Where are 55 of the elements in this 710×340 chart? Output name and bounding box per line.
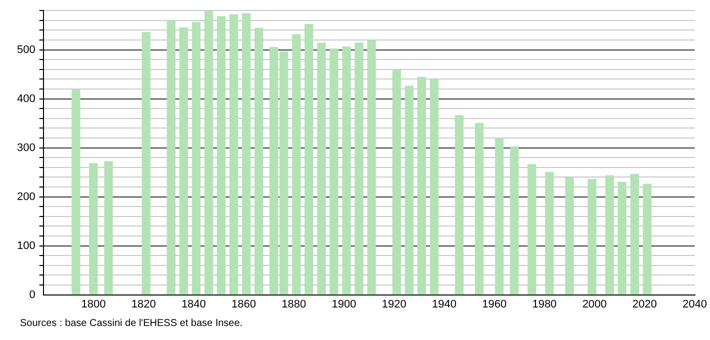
y-tick-label: 200: [16, 190, 36, 203]
bar: [474, 122, 484, 295]
bar: [354, 42, 364, 295]
bar: [630, 174, 639, 295]
bar: [204, 10, 214, 295]
bar: [404, 86, 414, 295]
x-tick-label: 2000: [582, 298, 607, 310]
x-tick-label: 1900: [332, 298, 356, 310]
x-tick-label: 1960: [482, 298, 507, 310]
y-tick-label: 400: [16, 92, 36, 105]
y-tick-label: 300: [16, 142, 36, 154]
bar: [317, 42, 326, 295]
bar: [545, 172, 554, 295]
bar: [72, 88, 80, 295]
bar: [642, 184, 652, 295]
bar: [430, 79, 439, 295]
bar: [565, 177, 574, 295]
y-tick-label: 100: [16, 240, 36, 252]
bar: [454, 115, 464, 295]
bar: [216, 16, 226, 295]
bar: [367, 40, 376, 295]
bar: [304, 24, 314, 295]
bar: [192, 22, 201, 295]
bar: [166, 20, 176, 295]
x-tick-label: 1880: [282, 298, 306, 310]
bar: [179, 27, 188, 295]
bar: [89, 163, 98, 295]
bar: [605, 175, 614, 295]
y-tick-label: 0: [29, 288, 36, 301]
x-tick-label: 1920: [382, 298, 406, 310]
bar: [417, 76, 426, 295]
x-tick-label: 1860: [232, 298, 256, 310]
bar: [254, 28, 264, 295]
x-tick-label: 1980: [532, 298, 557, 310]
bar: [342, 46, 351, 295]
bar: [618, 182, 626, 295]
bar: [495, 138, 504, 295]
x-tick-label: 1820: [131, 298, 156, 310]
bar: [510, 146, 519, 295]
x-tick-label: 1940: [432, 298, 456, 310]
bar: [104, 161, 113, 295]
bar: [229, 14, 238, 295]
bar: [142, 32, 150, 295]
bar: [588, 178, 596, 295]
bar: [392, 70, 401, 295]
x-tick-label: 2040: [682, 298, 708, 310]
y-tick-label: 500: [16, 44, 36, 56]
bar: [292, 34, 301, 295]
x-tick-label: 2020: [632, 298, 657, 310]
bar: [330, 48, 338, 295]
x-tick-label: 1800: [81, 298, 106, 310]
x-tick-label: 1840: [181, 298, 206, 310]
bar: [528, 164, 536, 295]
bar: [242, 13, 251, 295]
source-note: Sources : base Cassini de l'EHESS et base Insee.: [20, 318, 244, 329]
